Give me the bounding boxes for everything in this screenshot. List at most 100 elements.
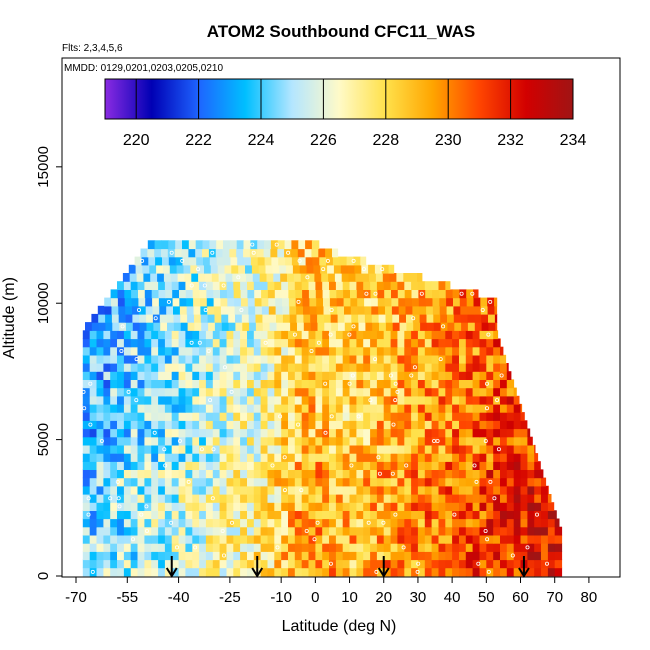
heatmap-cell	[479, 461, 487, 470]
heatmap-cell	[178, 567, 186, 577]
heatmap-cell	[376, 395, 385, 405]
heatmap-cell	[123, 444, 132, 454]
heatmap-cell	[137, 485, 145, 495]
heatmap-cell	[151, 436, 159, 446]
sample-point	[144, 504, 149, 509]
heatmap-cell	[308, 379, 316, 389]
heatmap-cell	[335, 354, 344, 364]
heatmap-cell	[205, 469, 214, 479]
heatmap-cell	[322, 510, 330, 520]
heatmap-cell	[164, 510, 173, 520]
heatmap-cell	[346, 256, 354, 266]
heatmap-cell	[151, 363, 159, 372]
heatmap-cell	[494, 305, 498, 315]
heatmap-cell	[217, 264, 226, 274]
heatmap-cell	[212, 559, 221, 569]
heatmap-cell	[252, 273, 261, 282]
heatmap-cell	[241, 313, 250, 323]
heatmap-cell	[424, 379, 433, 389]
heatmap-cell	[322, 395, 330, 405]
heatmap-cell	[192, 346, 200, 356]
heatmap-cell	[125, 313, 133, 323]
heatmap-cell	[219, 477, 227, 487]
heatmap-cell	[220, 289, 228, 299]
heatmap-cell	[493, 330, 499, 340]
heatmap-cell	[110, 363, 118, 372]
heatmap-cell	[199, 518, 207, 528]
heatmap-cell	[452, 453, 460, 462]
heatmap-cell	[171, 469, 180, 479]
heatmap-cell	[144, 346, 152, 356]
heatmap-cell	[390, 330, 398, 340]
heatmap-cell	[130, 338, 139, 348]
heatmap-cell	[554, 534, 563, 544]
heatmap-cell	[356, 543, 364, 552]
heatmap-cell	[294, 485, 303, 495]
heatmap-cell	[137, 330, 145, 340]
sample-point	[415, 569, 420, 574]
heatmap-cell	[404, 502, 412, 511]
heatmap-cell	[144, 534, 152, 544]
heatmap-cell	[254, 289, 262, 299]
heatmap-cell	[547, 526, 556, 536]
heatmap-cell	[372, 322, 380, 331]
heatmap-cell	[202, 240, 210, 250]
heatmap-cell	[212, 494, 221, 503]
heatmap-cell	[342, 469, 351, 479]
heatmap-cell	[315, 551, 323, 561]
heatmap-cell	[335, 477, 344, 487]
heatmap-cell	[164, 330, 173, 340]
heatmap-cell	[397, 502, 405, 511]
heatmap-cell	[431, 502, 439, 511]
heatmap-cell	[219, 559, 227, 569]
heatmap-cell	[219, 502, 227, 511]
heatmap-cell	[96, 485, 104, 495]
heatmap-cell	[288, 534, 296, 544]
heatmap-cell	[212, 436, 221, 446]
colorbar-tick-label: 234	[560, 132, 587, 149]
heatmap-cell	[260, 444, 268, 454]
heatmap-cell	[370, 559, 378, 569]
heatmap-cell	[438, 403, 446, 413]
heatmap-cell	[192, 510, 200, 520]
heatmap-cell	[445, 453, 453, 462]
heatmap-cell	[111, 297, 119, 307]
heatmap-cell	[493, 510, 501, 520]
heatmap-cell	[302, 297, 310, 307]
heatmap-cell	[425, 297, 433, 307]
heatmap-cell	[226, 444, 234, 454]
heatmap-cell	[117, 428, 125, 438]
heatmap-cell	[363, 346, 371, 356]
sample-point	[203, 307, 208, 312]
sample-point	[373, 357, 378, 362]
heatmap-cell	[151, 518, 159, 528]
heatmap-cell	[527, 494, 535, 503]
heatmap-cell	[467, 305, 475, 315]
heatmap-cell	[404, 387, 412, 397]
heatmap-cell	[349, 477, 357, 487]
heatmap-cell	[158, 289, 166, 299]
heatmap-cell	[298, 256, 307, 266]
heatmap-cell	[335, 330, 344, 340]
heatmap-cell	[166, 305, 174, 315]
heatmap-cell	[294, 346, 303, 356]
heatmap-cell	[171, 534, 180, 544]
heatmap-cell	[211, 273, 220, 282]
heatmap-cell	[219, 420, 227, 430]
heatmap-cell	[447, 313, 455, 323]
heatmap-cell	[144, 363, 152, 372]
heatmap-cell	[177, 273, 185, 282]
heatmap-cell	[500, 338, 501, 348]
heatmap-cell	[376, 428, 385, 438]
heatmap-cell	[308, 559, 316, 569]
heatmap-cell	[199, 428, 207, 438]
heatmap-cell	[406, 322, 414, 331]
heatmap-cell	[180, 313, 188, 323]
heatmap-cell	[137, 469, 145, 479]
heatmap-cell	[96, 453, 104, 462]
heatmap-cell	[212, 551, 221, 561]
heatmap-cell	[158, 469, 166, 479]
heatmap-cell	[342, 354, 351, 364]
heatmap-cell	[144, 379, 152, 389]
heatmap-cell	[356, 330, 364, 340]
